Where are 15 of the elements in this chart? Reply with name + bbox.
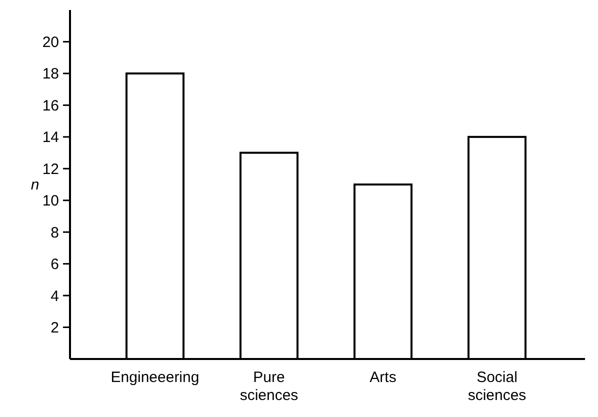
x-tick-label: Social sciences	[468, 369, 526, 404]
y-tick-label: 14	[42, 129, 59, 146]
y-tick-label: 18	[42, 66, 59, 83]
y-tick-label: 2	[50, 320, 59, 337]
y-tick-label: 20	[42, 34, 59, 51]
y-axis-title: n	[30, 176, 40, 194]
y-tick-label: 16	[42, 97, 59, 114]
x-tick-label: Arts	[370, 369, 396, 386]
y-tick-label: 6	[50, 256, 59, 274]
y-tick-label: 10	[42, 192, 59, 210]
y-tick-label: 12	[42, 160, 59, 178]
y-tick-label: 4	[50, 288, 59, 305]
x-tick-label: Engineeering	[110, 369, 200, 386]
y-tick-label: 8	[50, 224, 59, 242]
x-tick-label: Pure sciences	[240, 369, 298, 404]
